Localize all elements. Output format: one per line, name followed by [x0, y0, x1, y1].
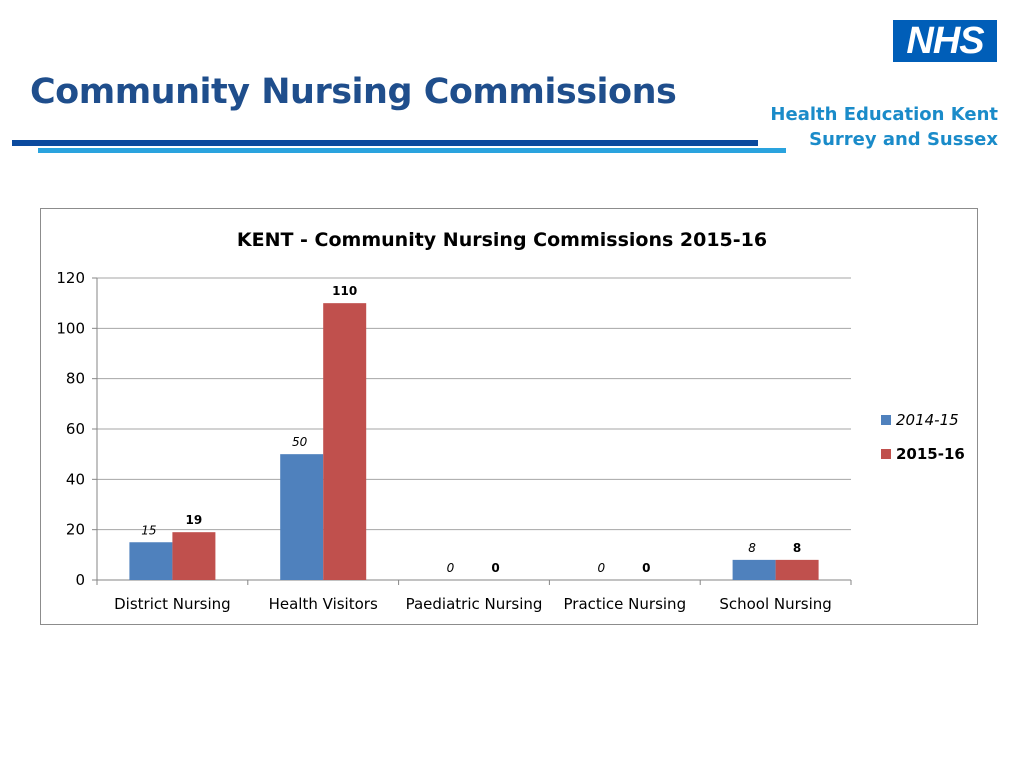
data-label: 19: [186, 513, 203, 527]
data-label: 0: [491, 561, 499, 575]
bar-2014-15: [732, 559, 776, 580]
x-tick-label: Practice Nursing: [564, 595, 687, 613]
y-tick-label: 40: [66, 470, 85, 488]
legend-label: 2015-16: [896, 445, 965, 463]
data-label: 8: [748, 541, 756, 555]
data-label: 15: [141, 523, 156, 537]
y-tick-label: 80: [66, 370, 85, 388]
y-tick-label: 100: [56, 319, 85, 337]
data-label: 110: [332, 284, 357, 298]
chart-area: KENT - Community Nursing Commissions 201…: [40, 208, 978, 625]
data-label: 8: [793, 541, 801, 555]
x-tick-label: Paediatric Nursing: [406, 595, 543, 613]
legend-label: 2014-15: [896, 411, 959, 429]
bar-2014-15: [280, 454, 324, 580]
chart-title: KENT - Community Nursing Commissions 201…: [237, 229, 767, 251]
org-name-line-2: Surrey and Sussex: [809, 129, 998, 150]
bar-chart: KENT - Community Nursing Commissions 201…: [56, 229, 965, 613]
bar-2014-15: [129, 542, 173, 580]
bar-2015-16: [775, 559, 819, 580]
x-tick-label: Health Visitors: [269, 595, 378, 613]
data-label: 0: [447, 561, 455, 575]
org-name-line-1: Health Education Kent: [770, 104, 998, 125]
nhs-logo: NHS: [893, 20, 997, 62]
title-rule-dark: [12, 140, 758, 146]
legend-swatch: [881, 449, 891, 459]
x-tick-label: School Nursing: [719, 595, 831, 613]
y-tick-label: 60: [66, 420, 85, 438]
bar-2015-16: [172, 532, 216, 580]
bar-2015-16: [323, 303, 367, 580]
title-rule-light: [38, 148, 786, 153]
page-title: Community Nursing Commissions: [30, 72, 677, 112]
y-tick-label: 120: [56, 269, 85, 287]
data-label: 0: [597, 561, 605, 575]
y-tick-label: 0: [75, 571, 85, 589]
legend-swatch: [881, 415, 891, 425]
y-tick-label: 20: [66, 521, 85, 539]
org-name: Health Education Kent Surrey and Sussex: [770, 102, 998, 152]
data-label: 50: [292, 435, 308, 449]
data-label: 0: [642, 561, 650, 575]
x-tick-label: District Nursing: [114, 595, 231, 613]
